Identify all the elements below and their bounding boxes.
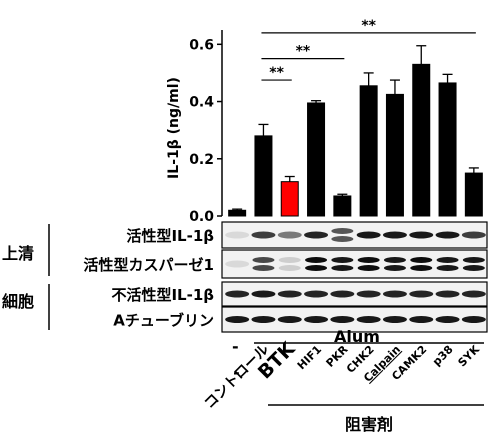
bar xyxy=(412,63,431,217)
alum-minus-sign: - xyxy=(232,337,239,356)
y-axis-label: IL-1β (ng/ml) xyxy=(166,77,182,179)
significance-label: ** xyxy=(269,65,284,81)
blot-row: Aチューブリン xyxy=(113,306,488,333)
blot-band xyxy=(409,290,434,298)
blot-band xyxy=(252,257,275,263)
blot-band xyxy=(251,316,276,323)
blot-band xyxy=(304,316,329,323)
blot-band xyxy=(305,257,328,263)
bar xyxy=(228,209,247,217)
blot-row: 不活性型IL-1β xyxy=(111,281,488,307)
blot-band xyxy=(305,265,328,271)
blot-band xyxy=(331,236,354,242)
blot-band xyxy=(436,265,459,271)
blot-band xyxy=(461,290,486,298)
blot-band xyxy=(278,257,301,263)
blot-band xyxy=(461,231,486,239)
blot-band xyxy=(383,265,406,271)
bar xyxy=(333,195,352,217)
blot-band xyxy=(382,231,407,239)
lane-label: HIF1 xyxy=(295,343,324,372)
bar xyxy=(359,85,378,217)
blot-band xyxy=(461,316,486,323)
blot-band xyxy=(356,231,381,239)
blot-row-label: 活性型カスパーゼ1 xyxy=(84,256,214,274)
y-tick-label: 0.6 xyxy=(189,37,214,53)
bar xyxy=(385,93,404,217)
blot-row-label: 不活性型IL-1β xyxy=(111,286,214,304)
blot-band xyxy=(330,316,355,323)
blot-band xyxy=(409,316,434,323)
blot-band xyxy=(331,265,354,271)
blot-band xyxy=(435,316,460,323)
blot-band xyxy=(331,228,354,234)
blot-band xyxy=(278,265,301,271)
blot-band xyxy=(382,316,407,323)
bar xyxy=(464,172,483,217)
blot-band xyxy=(331,257,354,263)
blot-row: 活性型カスパーゼ1 xyxy=(84,249,488,279)
blot-band xyxy=(357,265,380,271)
bar xyxy=(280,181,299,217)
blot-band xyxy=(383,257,406,263)
western-blot: 活性型IL-1β 活性型カスパーゼ1 不活性型IL-1β Aチューブリン 上清 細胞 xyxy=(2,221,488,333)
blot-band xyxy=(410,257,433,263)
blot-band xyxy=(462,257,485,263)
blot-band xyxy=(435,290,460,298)
blot-band xyxy=(225,231,250,239)
lane-label: SYK xyxy=(456,343,483,370)
blot-band xyxy=(277,290,302,298)
lane-label: - xyxy=(233,363,240,382)
blot-band xyxy=(225,290,250,298)
blot-band xyxy=(356,290,381,298)
blot-band xyxy=(304,290,329,298)
blot-band xyxy=(277,316,302,323)
blot-band xyxy=(436,257,459,263)
bar xyxy=(254,135,273,217)
blot-group-label-supernatant: 上清 xyxy=(2,244,34,263)
significance-brackets: ** ** ** xyxy=(261,18,476,81)
blot-band xyxy=(330,290,355,298)
blot-band xyxy=(409,231,434,239)
lane-label: p38 xyxy=(430,343,456,369)
blot-band xyxy=(225,316,250,323)
inhibitor-label: 阻害剤 xyxy=(345,415,393,434)
blot-band xyxy=(304,231,329,239)
blot-band xyxy=(435,231,460,239)
blot-band xyxy=(356,316,381,323)
blot-band xyxy=(382,290,407,298)
blot-row: 活性型IL-1β xyxy=(126,221,488,249)
blot-row-label: Aチューブリン xyxy=(113,312,214,330)
significance-label: ** xyxy=(361,18,376,34)
blot-band xyxy=(251,290,276,298)
significance-label: ** xyxy=(296,44,311,60)
blot-band xyxy=(410,265,433,271)
y-tick-label: 0.2 xyxy=(189,152,214,168)
blot-frame xyxy=(221,249,488,279)
blot-band xyxy=(252,265,275,271)
blot-row-label: 活性型IL-1β xyxy=(126,227,214,245)
bar-chart: IL-1β (ng/ml) 0.0 0.2 0.4 0.6 ** ** ** xyxy=(166,18,483,225)
alum-label: Alum xyxy=(334,327,380,346)
y-axis: 0.0 0.2 0.4 0.6 xyxy=(189,30,223,225)
blot-band xyxy=(357,257,380,263)
bar xyxy=(307,102,326,217)
blot-group-label-cell: 細胞 xyxy=(2,292,34,311)
blot-band xyxy=(225,260,250,268)
y-tick-label: 0.0 xyxy=(189,209,214,225)
blot-band xyxy=(251,231,276,239)
blot-band xyxy=(277,231,302,239)
bars xyxy=(228,45,483,217)
bar xyxy=(438,82,457,217)
blot-band xyxy=(462,265,485,271)
y-tick-label: 0.4 xyxy=(189,95,214,111)
